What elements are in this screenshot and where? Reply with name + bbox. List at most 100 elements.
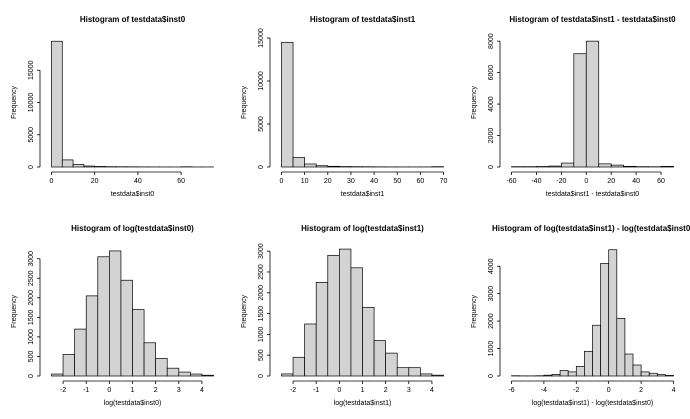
chart-title: Histogram of log(testdata$inst0) xyxy=(71,224,194,233)
bar xyxy=(373,340,386,377)
x-tick-label: 0 xyxy=(107,387,111,394)
y-tick-label: 500 xyxy=(258,349,265,361)
x-tick-label: -60 xyxy=(506,178,516,185)
x-tick-label: 70 xyxy=(440,178,448,185)
bar xyxy=(281,373,294,377)
x-tick-label: 40 xyxy=(370,178,378,185)
y-tick-label: 1000 xyxy=(258,326,265,342)
x-tick-label: 50 xyxy=(393,178,401,185)
bar xyxy=(616,318,626,377)
bar xyxy=(431,374,444,377)
bar xyxy=(592,324,601,377)
x-tick-label: 20 xyxy=(324,178,332,185)
x-tick-label: 4 xyxy=(200,387,204,394)
x-tick-label: 30 xyxy=(347,178,355,185)
x-tick-label: 0 xyxy=(337,387,341,394)
y-tick-label: 10000 xyxy=(258,71,265,91)
bar xyxy=(83,165,96,168)
x-tick-label: 0 xyxy=(50,178,54,185)
x-tick-label: 60 xyxy=(416,178,424,185)
bar xyxy=(551,374,561,377)
x-tick-label: -2 xyxy=(60,387,66,394)
bar xyxy=(62,354,75,377)
bar xyxy=(327,165,340,168)
y-tick-label: 2000 xyxy=(488,313,495,329)
bar xyxy=(51,373,64,377)
bar xyxy=(143,342,156,377)
bar xyxy=(573,53,587,168)
bar xyxy=(640,371,650,377)
bar xyxy=(190,373,203,377)
y-tick-label: 0 xyxy=(488,374,495,378)
chart-title: Histogram of testdata$inst1 - testdata$i… xyxy=(509,15,676,24)
x-axis-label: log(testdata$inst1) xyxy=(334,400,392,407)
bar xyxy=(120,279,133,377)
y-axis-label: Frequency xyxy=(241,294,248,328)
x-axis-label: log(testdata$inst0) xyxy=(104,400,162,407)
bar xyxy=(420,373,433,377)
bar xyxy=(559,370,569,377)
x-tick-label: -6 xyxy=(508,387,514,394)
bar xyxy=(632,364,642,377)
bar xyxy=(315,282,329,377)
x-tick-label: -4 xyxy=(541,387,547,394)
bar xyxy=(327,254,340,377)
chart-title: Histogram of testdata$inst1 xyxy=(310,15,416,24)
y-tick-label: 2500 xyxy=(258,264,265,280)
bar xyxy=(292,157,305,168)
x-tick-label: 4 xyxy=(430,387,434,394)
y-tick-label: 1500 xyxy=(28,309,35,325)
y-tick-label: 1500 xyxy=(258,306,265,322)
bar xyxy=(584,350,593,377)
x-tick-label: 10 xyxy=(301,178,309,185)
y-tick-label: 3000 xyxy=(258,243,265,259)
bar xyxy=(408,367,421,377)
x-tick-label: 2 xyxy=(639,387,643,394)
y-tick-label: 4000 xyxy=(488,96,495,112)
bar xyxy=(648,372,658,377)
bar xyxy=(660,166,674,168)
y-tick-label: 0 xyxy=(258,165,265,169)
x-tick-label: 2 xyxy=(154,387,158,394)
bar xyxy=(608,249,618,377)
bar xyxy=(72,164,85,168)
bar xyxy=(362,306,375,377)
bar xyxy=(97,256,110,377)
x-axis-label: log(testdata$inst1) - log(testdata$inst0… xyxy=(532,400,653,407)
y-tick-label: 6000 xyxy=(488,65,495,81)
bar xyxy=(656,374,666,377)
bar xyxy=(567,371,577,377)
x-tick-label: 40 xyxy=(632,178,640,185)
bar xyxy=(315,165,329,168)
x-tick-label: 20 xyxy=(91,178,99,185)
x-axis-label: testdata$inst1 xyxy=(341,191,385,198)
bar xyxy=(94,166,106,168)
x-tick-label: 3 xyxy=(177,387,181,394)
x-tick-label: 0 xyxy=(584,178,588,185)
x-tick-label: 60 xyxy=(177,178,185,185)
y-tick-label: 15000 xyxy=(28,60,35,80)
bar xyxy=(304,163,317,168)
bar xyxy=(610,164,625,168)
x-tick-label: -1 xyxy=(313,387,319,394)
y-tick-label: 1000 xyxy=(28,329,35,345)
x-tick-label: 4 xyxy=(672,387,676,394)
x-tick-label: -2 xyxy=(573,387,579,394)
bar xyxy=(560,162,575,168)
y-tick-label: 5000 xyxy=(28,127,35,143)
bar xyxy=(51,40,63,168)
chart-title: Histogram of testdata$inst0 xyxy=(80,15,186,24)
bar xyxy=(585,40,600,168)
y-tick-label: 0 xyxy=(28,374,35,378)
x-axis-label: testdata$inst1 - testdata$inst0 xyxy=(546,191,639,198)
chart-title: Histogram of log(testdata$inst1) - log(t… xyxy=(492,224,690,233)
y-tick-label: 2000 xyxy=(488,128,495,144)
y-tick-label: 10000 xyxy=(28,93,35,113)
bar xyxy=(178,371,191,377)
bar xyxy=(132,309,145,377)
bar xyxy=(396,367,410,377)
y-tick-label: 0 xyxy=(258,374,265,378)
y-tick-label: 0 xyxy=(488,165,495,169)
y-tick-label: 2500 xyxy=(28,270,35,286)
